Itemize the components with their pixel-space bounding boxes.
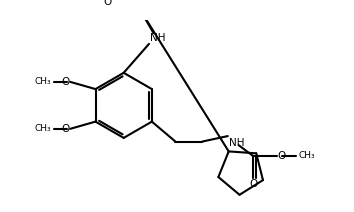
Text: NH: NH <box>229 138 244 148</box>
Text: CH₃: CH₃ <box>35 77 51 86</box>
Text: O: O <box>250 180 258 190</box>
Text: O: O <box>61 77 69 87</box>
Text: O: O <box>104 0 112 7</box>
Text: O: O <box>61 124 69 134</box>
Text: CH₃: CH₃ <box>35 124 51 133</box>
Text: CH₃: CH₃ <box>298 151 315 160</box>
Text: O: O <box>278 151 286 161</box>
Text: NH: NH <box>150 33 165 43</box>
